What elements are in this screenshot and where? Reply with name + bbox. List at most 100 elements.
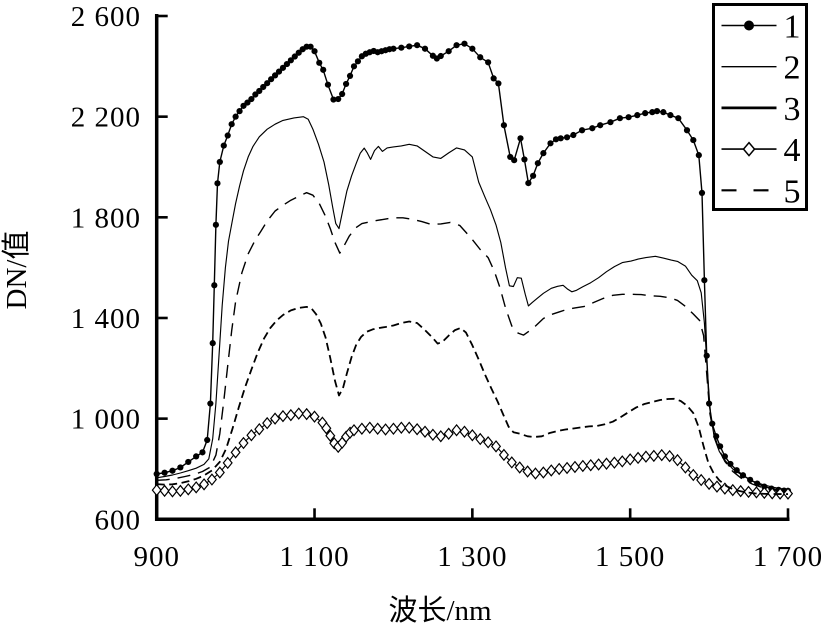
series-4-marker bbox=[680, 461, 691, 474]
series-4-marker bbox=[293, 407, 304, 420]
series-4-marker bbox=[191, 481, 202, 494]
series-4-line bbox=[156, 413, 788, 495]
y-tick-label: 1 000 bbox=[71, 404, 141, 436]
series-1-marker bbox=[224, 132, 231, 139]
series-1-marker bbox=[214, 180, 221, 187]
legend-entry-label: 4 bbox=[784, 132, 801, 169]
series-4-marker bbox=[238, 436, 249, 450]
series-1-marker bbox=[552, 136, 560, 143]
series-4-marker bbox=[412, 422, 423, 436]
series-1-marker bbox=[534, 160, 541, 167]
series-1-marker bbox=[547, 140, 554, 147]
y-tick-label: 2 600 bbox=[71, 1, 141, 33]
series-1-marker bbox=[335, 95, 342, 103]
series-1-marker bbox=[570, 131, 577, 139]
series-1-marker bbox=[207, 400, 214, 407]
legend-entry-label: 1 bbox=[784, 9, 801, 46]
series-4-marker bbox=[404, 421, 415, 434]
series-4-marker bbox=[506, 456, 517, 469]
x-tick-label: 1 100 bbox=[279, 541, 349, 573]
legend-entry-2: 2 bbox=[721, 50, 801, 87]
series-1-marker bbox=[324, 81, 332, 88]
legend-entry-5: 5 bbox=[721, 173, 801, 210]
series-1-marker bbox=[495, 80, 502, 87]
series-1-marker bbox=[236, 108, 243, 115]
series-2-line bbox=[156, 116, 789, 490]
series-4-marker bbox=[498, 448, 509, 462]
series-4-marker bbox=[356, 422, 367, 435]
series-4-marker bbox=[601, 457, 612, 470]
series-1-marker bbox=[275, 68, 283, 75]
x-tick-label: 1 500 bbox=[595, 541, 665, 573]
series-1-marker bbox=[517, 135, 524, 142]
series-4-marker bbox=[222, 456, 233, 470]
series-4-marker bbox=[577, 459, 588, 473]
series-4-marker bbox=[696, 473, 707, 487]
series-4-marker bbox=[490, 440, 502, 453]
series-4-marker bbox=[435, 430, 446, 443]
series-4-marker bbox=[656, 448, 667, 462]
series-5 bbox=[156, 306, 789, 495]
legend-entry-4: 4 bbox=[721, 132, 801, 169]
series-1-marker bbox=[346, 72, 354, 79]
series-4-marker bbox=[617, 455, 628, 468]
series-1-marker bbox=[453, 42, 460, 49]
series-4-marker bbox=[364, 421, 375, 434]
series-1-marker bbox=[248, 95, 255, 103]
series-1-marker bbox=[437, 52, 444, 60]
series-4-marker bbox=[704, 477, 715, 491]
series-4-marker bbox=[751, 486, 762, 499]
series-1-marker bbox=[211, 282, 218, 289]
series-1-marker bbox=[649, 109, 656, 116]
series-1-marker bbox=[283, 60, 291, 68]
series-4-marker bbox=[538, 466, 549, 479]
series-1-marker bbox=[311, 48, 318, 55]
series-1-marker bbox=[271, 72, 279, 79]
series-5-line bbox=[156, 306, 789, 495]
series-1-marker bbox=[199, 449, 206, 456]
series-1-marker bbox=[279, 64, 287, 71]
series-4-marker bbox=[419, 425, 431, 438]
series-4-marker bbox=[632, 451, 644, 465]
plot-root: 600 1 000 1 400 1 800 2 200 2 600 900 1 100 1 30… bbox=[71, 1, 821, 573]
axis-spine bbox=[154, 14, 790, 522]
series-1-marker bbox=[204, 436, 211, 444]
legend: 1 2 3 4 5 bbox=[712, 3, 808, 211]
series-4-marker bbox=[585, 458, 596, 472]
series-1-marker bbox=[406, 43, 413, 50]
series-4 bbox=[151, 407, 794, 500]
series-4-marker bbox=[246, 428, 257, 442]
series-4-marker bbox=[262, 416, 273, 430]
series-1-marker bbox=[185, 458, 192, 466]
series-3-line bbox=[156, 192, 789, 493]
series-1-marker bbox=[683, 127, 691, 134]
y-tick-label: 1 800 bbox=[71, 202, 141, 234]
series-1-marker bbox=[287, 57, 294, 64]
series-1-marker bbox=[634, 112, 641, 119]
series-4-marker bbox=[206, 473, 218, 486]
series-1-marker bbox=[727, 460, 734, 468]
legend-entry-3: 3 bbox=[721, 91, 801, 128]
series-1-marker bbox=[597, 122, 604, 129]
series-1-marker bbox=[390, 45, 397, 52]
series-4-marker bbox=[329, 437, 340, 450]
series-1-marker bbox=[398, 44, 405, 51]
y-tick-label: 1 400 bbox=[71, 303, 141, 335]
series-1-marker bbox=[653, 108, 661, 115]
series-4-marker bbox=[277, 409, 289, 423]
series-4-marker bbox=[719, 482, 730, 495]
series-1-marker bbox=[589, 125, 596, 132]
series-1-marker bbox=[563, 134, 571, 141]
series-1-marker bbox=[260, 83, 267, 91]
series-4-marker bbox=[593, 458, 604, 471]
series-1-marker bbox=[500, 122, 508, 129]
series-1-marker bbox=[578, 127, 586, 134]
series-1-marker bbox=[220, 142, 227, 149]
series-1-marker bbox=[485, 59, 492, 66]
series-2 bbox=[156, 116, 789, 490]
series-4-marker bbox=[380, 423, 391, 436]
series-4-marker bbox=[198, 478, 210, 491]
series-4-marker bbox=[159, 484, 170, 498]
